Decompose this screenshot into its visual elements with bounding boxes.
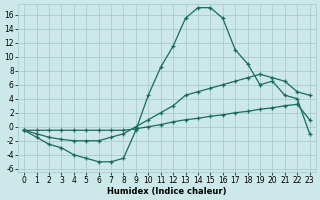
X-axis label: Humidex (Indice chaleur): Humidex (Indice chaleur) [107,187,227,196]
